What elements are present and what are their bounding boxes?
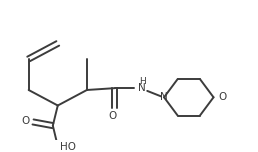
- Text: O: O: [218, 92, 227, 102]
- Text: H: H: [139, 77, 146, 86]
- Text: O: O: [21, 116, 29, 126]
- Text: N: N: [160, 92, 168, 102]
- Text: N: N: [139, 83, 146, 93]
- Text: O: O: [109, 111, 117, 121]
- Text: HO: HO: [60, 142, 76, 152]
